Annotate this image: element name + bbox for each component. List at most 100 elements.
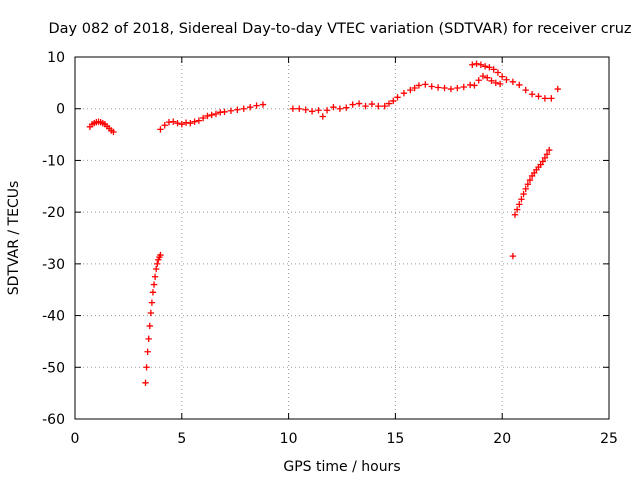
data-point: [518, 196, 525, 203]
y-tick-label: -40: [42, 309, 65, 325]
data-point: [362, 102, 369, 110]
data-point: [484, 74, 491, 81]
data-point: [199, 114, 207, 122]
data-point: [454, 84, 461, 92]
data-point: [315, 107, 322, 114]
data-point: [146, 322, 153, 330]
data-point: [496, 80, 504, 88]
data-point: [246, 103, 254, 111]
data-point: [441, 84, 448, 92]
x-tick-label: 20: [493, 431, 511, 447]
data-point: [323, 107, 331, 114]
data-point: [407, 86, 414, 94]
data-point: [541, 95, 549, 102]
data-point: [296, 105, 303, 112]
data-point: [522, 86, 529, 94]
data-point: [381, 102, 388, 110]
data-point: [509, 252, 517, 260]
data-point: [355, 100, 363, 107]
x-tick-label: 0: [71, 431, 80, 447]
y-axis-label: SDTVAR / TECUs: [6, 181, 22, 296]
data-point: [415, 82, 423, 89]
data-point: [319, 113, 326, 120]
data-point: [528, 91, 536, 98]
data-point: [174, 119, 181, 127]
data-point: [208, 111, 215, 119]
data-point: [234, 106, 241, 113]
data-point: [154, 260, 161, 268]
data-point: [516, 201, 523, 208]
data-point: [336, 105, 344, 112]
data-point: [157, 251, 164, 259]
data-point: [143, 364, 150, 371]
y-tick-label: 0: [56, 102, 65, 118]
data-point: [488, 77, 495, 84]
data-point: [259, 101, 267, 108]
data-point: [187, 119, 194, 127]
data-point: [469, 61, 476, 68]
data-point: [368, 100, 376, 108]
data-point: [330, 103, 337, 111]
data-point: [142, 379, 149, 386]
data-point: [204, 112, 211, 120]
data-point: [543, 151, 551, 158]
y-tick-label: -60: [42, 412, 65, 428]
data-point: [492, 79, 499, 87]
data-point: [499, 73, 506, 80]
data-point: [447, 85, 455, 93]
data-point: [195, 117, 203, 124]
data-point: [390, 97, 397, 105]
data-point: [475, 77, 482, 84]
data-point: [535, 93, 542, 100]
axis-ticks: [74, 56, 610, 420]
x-tick-label: 10: [280, 431, 298, 447]
data-point: [178, 121, 185, 128]
y-tick-label: 10: [47, 50, 65, 66]
data-point: [308, 108, 316, 115]
x-tick-label: 5: [177, 431, 186, 447]
data-point: [522, 185, 529, 193]
data-point: [422, 81, 429, 88]
data-point: [471, 82, 478, 89]
data-point: [385, 100, 393, 107]
data-point: [503, 76, 510, 83]
data-point: [481, 63, 489, 70]
data-point: [539, 158, 546, 165]
data-point: [375, 102, 382, 110]
data-point: [253, 102, 260, 109]
y-tick-label: -30: [42, 257, 65, 273]
data-point: [212, 110, 220, 118]
data-point: [149, 289, 157, 296]
data-point: [411, 84, 418, 92]
data-point: [526, 176, 534, 184]
data-point: [148, 299, 156, 306]
data-point: [144, 348, 151, 355]
data-point: [147, 309, 155, 317]
data-point: [460, 83, 467, 91]
data-point: [513, 206, 521, 213]
data-point: [490, 66, 497, 73]
x-tick-label: 15: [386, 431, 404, 447]
data-point: [343, 104, 350, 111]
data-point: [227, 107, 235, 114]
data-point: [511, 211, 519, 218]
data-point: [191, 118, 198, 125]
y-tick-label: -50: [42, 360, 65, 376]
data-point: [394, 94, 401, 101]
data-points: [86, 60, 561, 386]
data-point: [494, 69, 502, 76]
data-point: [524, 181, 532, 188]
data-point: [428, 83, 435, 90]
data-point: [349, 101, 356, 108]
data-point: [289, 105, 297, 112]
data-point: [170, 118, 177, 125]
data-point: [110, 128, 117, 136]
plot-frame: [74, 56, 610, 420]
data-point: [161, 122, 168, 129]
x-axis-label: GPS time / hours: [283, 459, 400, 475]
data-point: [520, 190, 527, 198]
data-point: [145, 335, 152, 343]
data-point: [221, 108, 228, 116]
data-point: [554, 85, 561, 93]
data-point: [509, 78, 517, 86]
